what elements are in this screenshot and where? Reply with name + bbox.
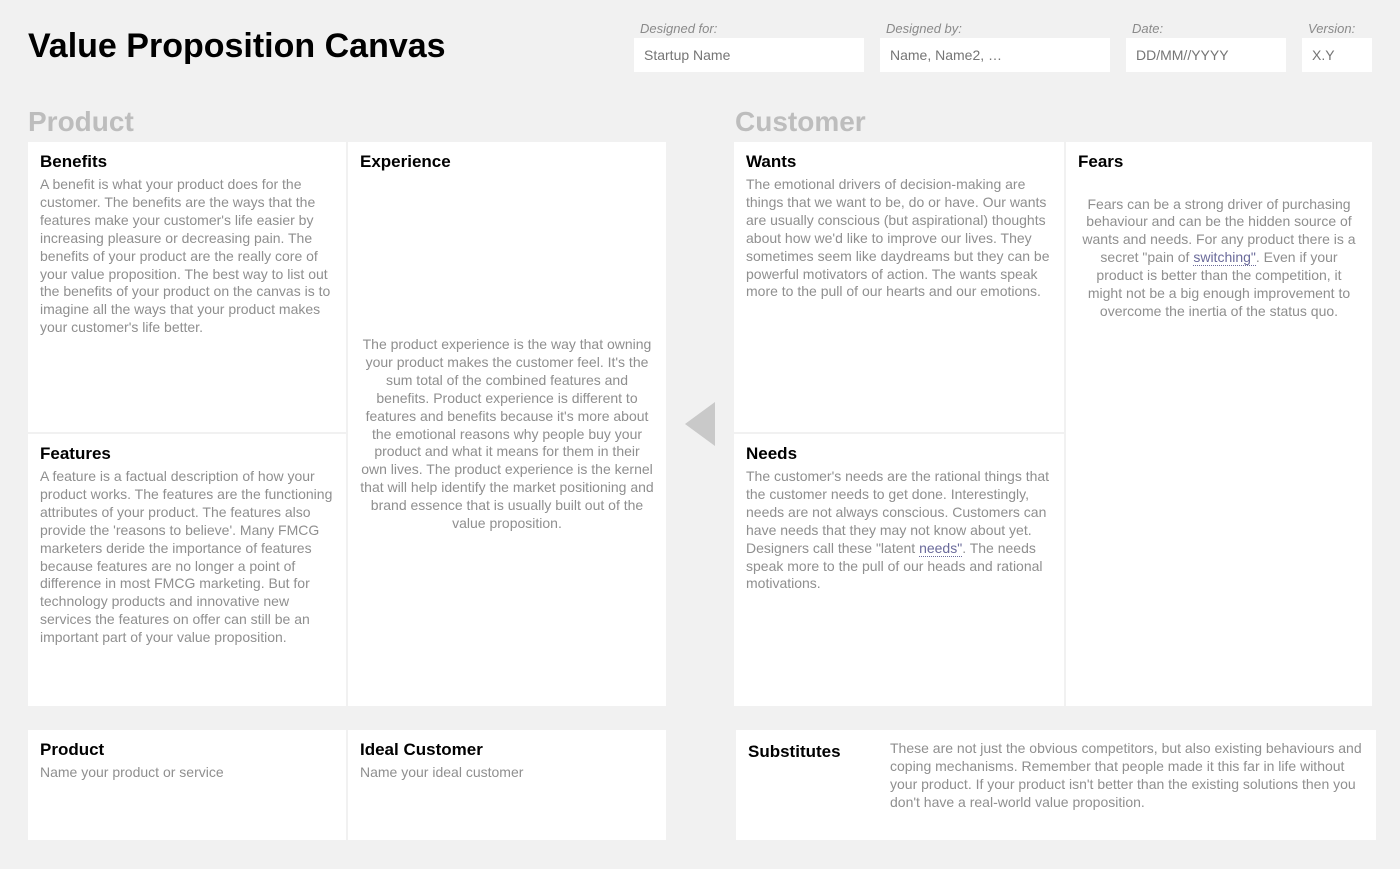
cell-body: A feature is a factual description of ho…	[40, 468, 334, 647]
cell-body: The product experience is the way that o…	[360, 336, 654, 533]
footer-row: Product Name your product or service Ide…	[0, 706, 1400, 840]
needs-link[interactable]: needs"	[919, 540, 962, 557]
meta-version: Version:	[1302, 21, 1372, 72]
spacer	[1078, 340, 1360, 692]
cell-title: Experience	[360, 152, 654, 172]
section-titles-row: Product Customer	[0, 72, 1400, 138]
footer-ideal-customer-cell[interactable]: Ideal Customer Name your ideal customer	[348, 730, 666, 840]
customer-col-right: Fears Fears can be a strong driver of pu…	[1066, 142, 1372, 706]
cell-body: Name your ideal customer	[360, 764, 654, 780]
cell-title: Fears	[1078, 152, 1360, 172]
meta-label: Date:	[1126, 21, 1286, 38]
cell-body: A benefit is what your product does for …	[40, 176, 334, 337]
cell-title: Product	[40, 740, 334, 760]
cell-body: The emotional drivers of decision-making…	[746, 176, 1052, 301]
cell-title: Needs	[746, 444, 1052, 464]
date-input[interactable]	[1126, 38, 1286, 72]
fears-link[interactable]: switching"	[1193, 249, 1256, 266]
meta-row: Designed for: Designed by: Date: Version…	[634, 21, 1372, 72]
cell-title: Features	[40, 444, 334, 464]
footer-product-half: Product Name your product or service Ide…	[28, 730, 666, 840]
product-half: Benefits A benefit is what your product …	[28, 142, 666, 706]
needs-cell[interactable]: Needs The customer's needs are the ratio…	[734, 434, 1064, 706]
spacer	[360, 176, 654, 336]
wants-cell[interactable]: Wants The emotional drivers of decision-…	[734, 142, 1064, 432]
footer-substitutes-cell[interactable]: Substitutes These are not just the obvio…	[736, 730, 1376, 840]
product-col-left: Benefits A benefit is what your product …	[28, 142, 346, 706]
footer-customer-half: Substitutes These are not just the obvio…	[736, 730, 1376, 840]
cell-title: Benefits	[40, 152, 334, 172]
customer-half: Wants The emotional drivers of decision-…	[734, 142, 1372, 706]
cell-title: Ideal Customer	[360, 740, 654, 760]
designed-by-input[interactable]	[880, 38, 1110, 72]
customer-section-title: Customer	[735, 106, 1372, 138]
meta-designed-for: Designed for:	[634, 21, 864, 72]
product-col-right: Experience The product experience is the…	[348, 142, 666, 706]
meta-label: Designed by:	[880, 21, 1110, 38]
meta-designed-by: Designed by:	[880, 21, 1110, 72]
cell-title: Wants	[746, 152, 1052, 172]
cell-body: These are not just the obvious competito…	[890, 740, 1364, 812]
experience-cell[interactable]: Experience The product experience is the…	[348, 142, 666, 706]
cell-body: The customer's needs are the rational th…	[746, 468, 1052, 593]
product-section-title: Product	[28, 106, 665, 138]
page: Value Proposition Canvas Designed for: D…	[0, 0, 1400, 869]
designed-for-input[interactable]	[634, 38, 864, 72]
meta-date: Date:	[1126, 21, 1286, 72]
cell-title: Substitutes	[748, 740, 876, 812]
version-input[interactable]	[1302, 38, 1372, 72]
cell-body: Name your product or service	[40, 764, 334, 780]
cell-body: Fears can be a strong driver of purchasi…	[1078, 196, 1360, 321]
arrow-left-icon	[685, 402, 715, 446]
benefits-cell[interactable]: Benefits A benefit is what your product …	[28, 142, 346, 432]
features-cell[interactable]: Features A feature is a factual descript…	[28, 434, 346, 706]
customer-col-left: Wants The emotional drivers of decision-…	[734, 142, 1064, 706]
page-title: Value Proposition Canvas	[28, 27, 446, 72]
footer-product-cell[interactable]: Product Name your product or service	[28, 730, 346, 840]
center-gap	[666, 142, 734, 706]
header: Value Proposition Canvas Designed for: D…	[0, 0, 1400, 72]
canvas-row: Benefits A benefit is what your product …	[0, 138, 1400, 706]
fears-cell[interactable]: Fears Fears can be a strong driver of pu…	[1066, 142, 1372, 706]
spacer	[360, 533, 654, 692]
meta-label: Designed for:	[634, 21, 864, 38]
meta-label: Version:	[1302, 21, 1372, 38]
